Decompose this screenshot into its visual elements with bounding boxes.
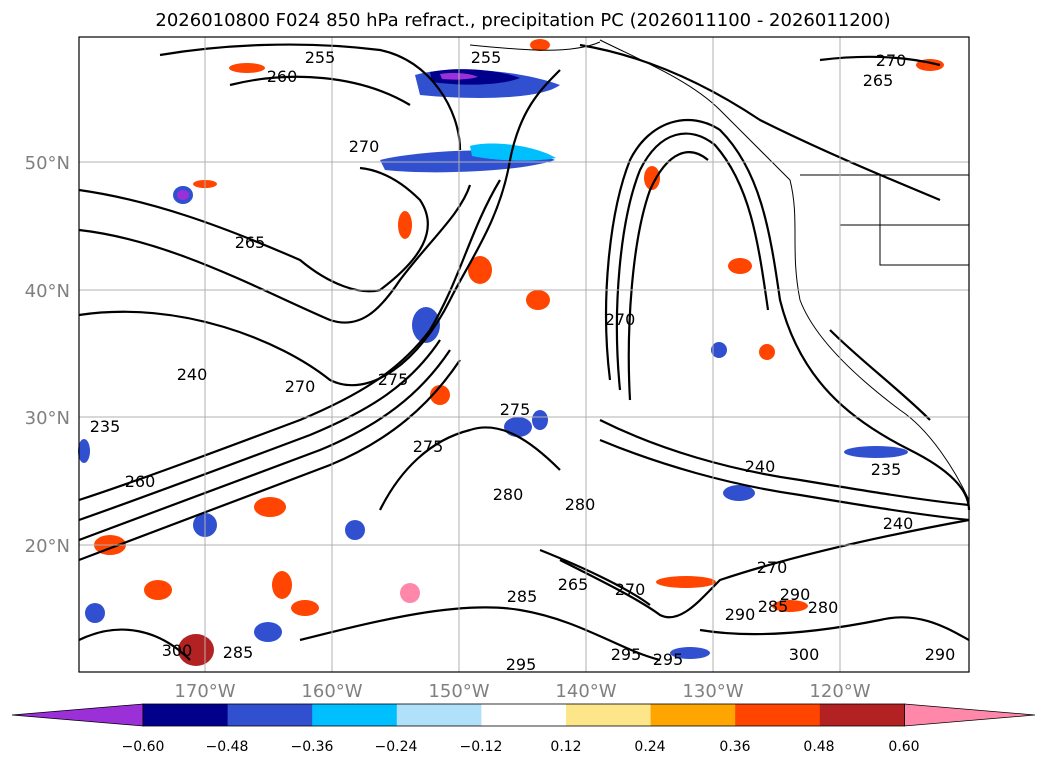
map-panel: 255 260 255 270 265 270 265 270 240 270 … (78, 36, 971, 674)
contour-label: 295 (653, 650, 684, 669)
colorbar-segment (143, 704, 229, 726)
contour-label: 285 (758, 597, 789, 616)
contour-label: 255 (471, 48, 502, 67)
lat-tick-label: 40°N (25, 281, 70, 302)
contour-label: 275 (500, 400, 531, 419)
contour-label: 270 (605, 310, 636, 329)
contour-label: 290 (725, 605, 756, 624)
gridlines (79, 37, 969, 672)
lat-tick-label: 20°N (25, 536, 70, 557)
colorbar-extend-min (11, 703, 144, 727)
map-background (79, 37, 969, 672)
map-frame (78, 36, 970, 673)
contour-label: 285 (223, 643, 254, 662)
contour-label: 240 (745, 457, 776, 476)
colorbar-frame (142, 703, 905, 727)
contour-label: 300 (162, 641, 193, 660)
colorbar-segment (735, 704, 821, 726)
contour-label: 265 (235, 233, 266, 252)
lon-tick-labels: 170°W 160°W 150°W 140°W 130°W 120°W (174, 681, 870, 702)
contour-labels: 255 260 255 270 265 270 265 270 240 270 … (90, 48, 956, 674)
colorbar-segment (650, 704, 736, 726)
lon-tick-label: 130°W (682, 681, 743, 702)
colorbar-tick-label: −0.36 (291, 739, 334, 755)
contour-label: 275 (413, 437, 444, 456)
lon-tick-label: 160°W (301, 681, 362, 702)
contour-label: 290 (780, 585, 811, 604)
colorbar-tick-label: 0.12 (550, 739, 581, 755)
contour-label: 280 (808, 598, 839, 617)
lat-tick-label: 30°N (25, 408, 70, 429)
contour-label: 235 (90, 417, 121, 436)
contour-label: 270 (285, 377, 316, 396)
contour-label: 295 (611, 645, 642, 664)
lon-tick-label: 140°W (555, 681, 616, 702)
contour-label: 265 (863, 71, 894, 90)
contour-label: 260 (267, 67, 298, 86)
contour-label: 240 (883, 514, 914, 533)
colorbar-tick-label: 0.60 (888, 739, 919, 755)
contour-label: 295 (506, 655, 537, 674)
contour-label: 290 (925, 645, 956, 664)
lon-tick-label: 170°W (174, 681, 235, 702)
colorbar-tick-label: −0.24 (375, 739, 418, 755)
contour-label: 270 (349, 137, 380, 156)
colorbar-tick-label: −0.60 (122, 739, 165, 755)
colorbar-segment (227, 704, 313, 726)
colorbar-segment (566, 704, 652, 726)
colorbar-tick-label: −0.48 (206, 739, 249, 755)
contour-label: 285 (507, 587, 538, 606)
colorbar (11, 703, 1036, 727)
coastline (469, 39, 970, 501)
contour-label: 275 (378, 370, 409, 389)
contour-label: 255 (305, 48, 336, 67)
colorbar-tick-label: 0.48 (803, 739, 834, 755)
lon-tick-label: 120°W (809, 681, 870, 702)
colorbar-tick-label: 0.36 (719, 739, 750, 755)
contour-label: 265 (558, 575, 589, 594)
contour-label: 270 (757, 558, 788, 577)
contour-label: 280 (493, 485, 524, 504)
contour-label: 260 (125, 472, 156, 491)
contour-label: 280 (565, 495, 596, 514)
lat-tick-label: 50°N (25, 153, 70, 174)
contour-label: 270 (615, 580, 646, 599)
contour-label: 235 (871, 460, 902, 479)
colorbar-tick-label: −0.12 (460, 739, 503, 755)
refractivity-contours (78, 43, 971, 662)
colorbar-segment (481, 704, 567, 726)
contour-label: 270 (876, 51, 907, 70)
colorbar-tick-labels: −0.60 −0.48 −0.36 −0.24 −0.12 0.12 0.24 … (122, 739, 920, 755)
colorbar-segment (312, 704, 398, 726)
contour-label: 300 (789, 645, 820, 664)
lat-tick-labels: 50°N 40°N 30°N 20°N (25, 153, 70, 557)
colorbar-extend-max (904, 703, 1036, 727)
lon-tick-label: 150°W (428, 681, 489, 702)
contour-label: 240 (177, 365, 208, 384)
colorbar-tick-label: 0.24 (634, 739, 665, 755)
colorbar-segment (819, 704, 905, 726)
figure-title: 2026010800 F024 850 hPa refract., precip… (155, 10, 890, 31)
colorbar-segment (396, 704, 482, 726)
